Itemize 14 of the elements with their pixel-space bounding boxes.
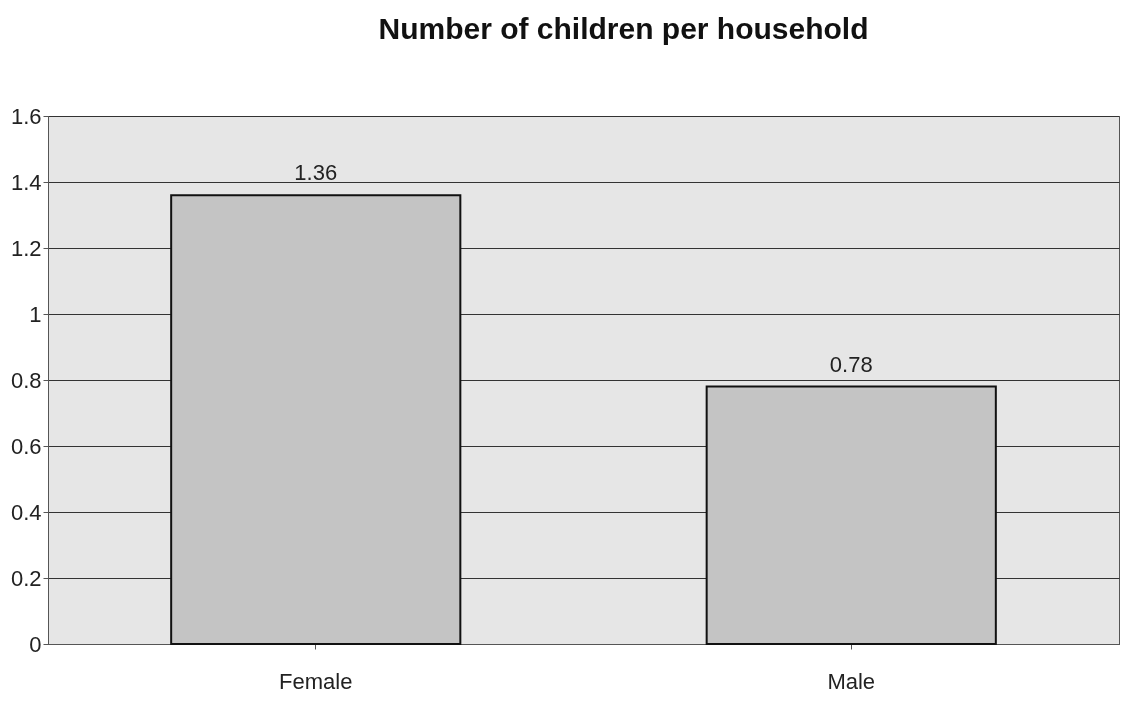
y-tick-label: 1.2 [10, 235, 42, 261]
data-label: 1.36 [294, 160, 338, 186]
x-tick-label: Male [827, 668, 876, 694]
y-tick-label: 0.8 [10, 367, 42, 393]
y-tick-label: 1.6 [10, 103, 42, 129]
chart-title: Number of children per household [378, 12, 869, 45]
y-tick-label: 0 [29, 631, 42, 657]
y-tick-label: 0.4 [10, 499, 42, 525]
y-tick-label: 1 [29, 301, 42, 327]
y-tick-label: 1.4 [10, 169, 42, 195]
x-tick-label: Female [279, 668, 353, 694]
data-label: 0.78 [829, 351, 873, 377]
y-tick-label: 0.2 [10, 565, 42, 591]
y-tick-label: 0.6 [10, 433, 42, 459]
